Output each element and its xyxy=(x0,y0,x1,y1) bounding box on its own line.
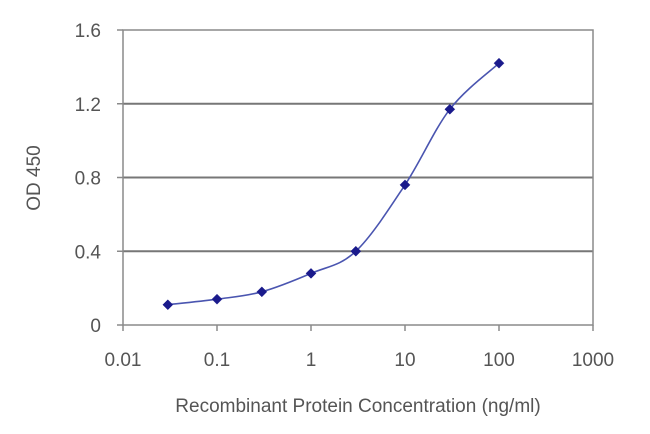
x-tick-label: 1000 xyxy=(572,350,614,371)
data-point xyxy=(256,286,268,298)
y-axis-title: OD 450 xyxy=(24,145,45,210)
x-axis: 0.01 0.1 1 10 100 1000 xyxy=(105,325,614,371)
x-tick-label: 10 xyxy=(394,350,415,371)
y-tick-label: 0 xyxy=(90,316,101,337)
data-point xyxy=(493,57,505,69)
series-line xyxy=(167,62,500,306)
x-tick-label: 0.1 xyxy=(204,350,230,371)
data-point xyxy=(444,103,456,115)
data-point xyxy=(162,299,174,311)
x-tick-label: 100 xyxy=(483,350,515,371)
data-series xyxy=(162,57,505,311)
x-tick-label: 0.01 xyxy=(105,350,142,371)
y-tick-label: 1.6 xyxy=(75,21,101,42)
y-tick-label: 1.2 xyxy=(75,95,101,116)
x-tick-label: 1 xyxy=(306,350,317,371)
y-tick-label: 0.4 xyxy=(75,242,102,263)
x-axis-title: Recombinant Protein Concentration (ng/ml… xyxy=(175,396,540,417)
data-point xyxy=(399,179,411,191)
y-tick-label: 0.8 xyxy=(75,169,101,190)
data-point xyxy=(350,245,362,257)
y-axis: 0 0.4 0.8 1.2 1.6 xyxy=(75,21,123,337)
data-point xyxy=(305,268,317,279)
data-point xyxy=(211,293,223,305)
gridlines xyxy=(123,102,593,253)
